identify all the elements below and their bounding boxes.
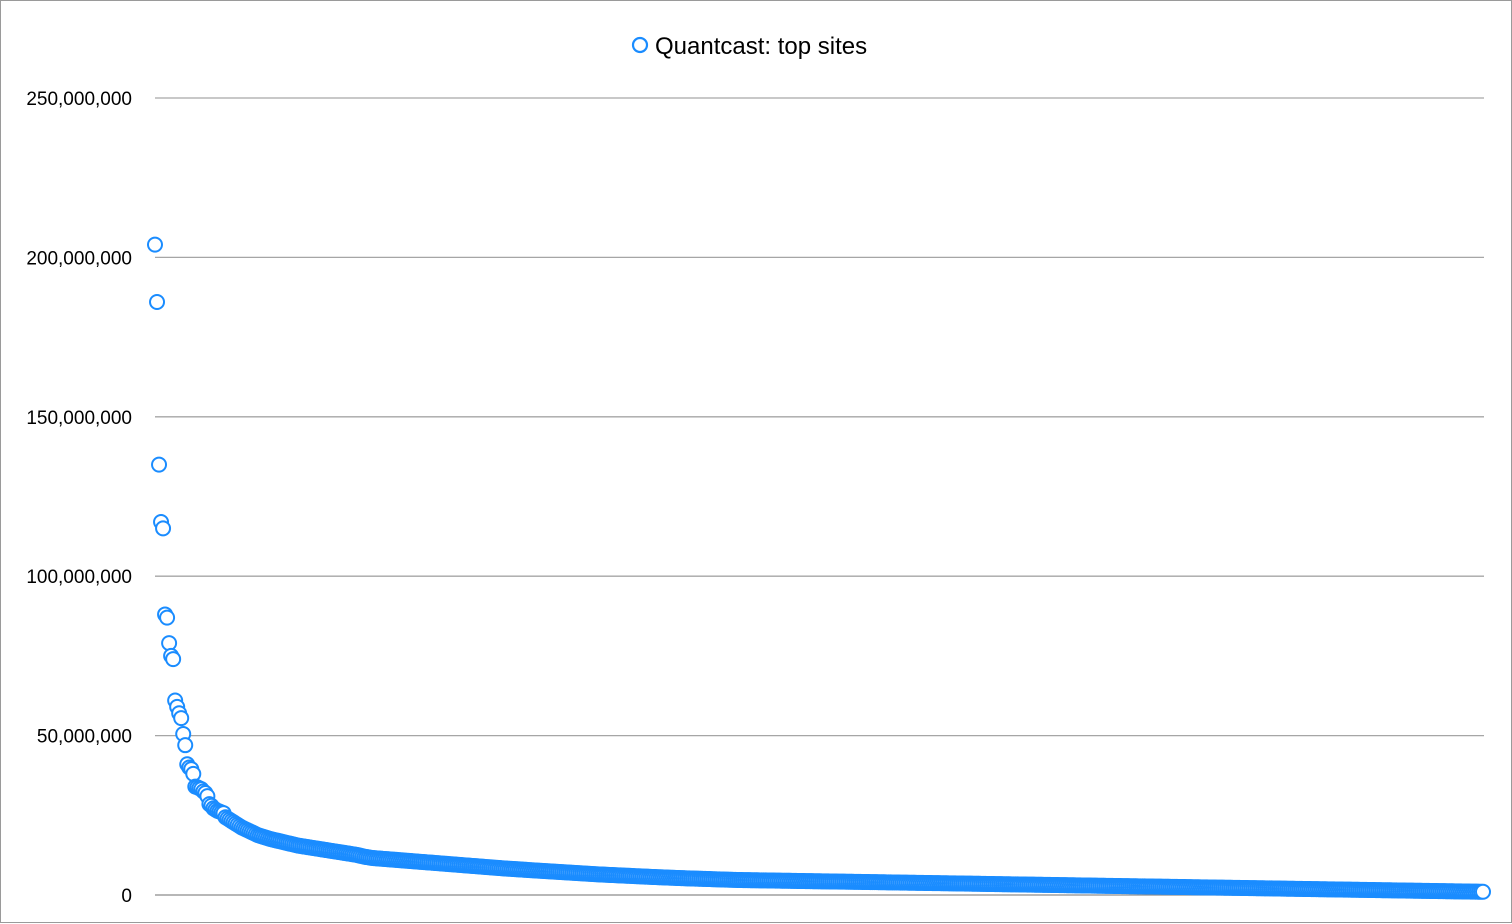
data-point [155, 520, 172, 537]
data-point [161, 635, 178, 652]
data-point [165, 651, 182, 668]
y-tick-label: 50,000,000 [37, 727, 132, 748]
data-point [159, 609, 176, 626]
legend: Quantcast: top sites [631, 33, 867, 60]
data-point [151, 456, 168, 473]
data-point [147, 236, 163, 253]
legend-marker [631, 36, 649, 54]
y-tick-label: 200,000,000 [26, 248, 132, 269]
data-point [149, 294, 166, 311]
data-points [147, 236, 1491, 900]
y-tick-label: 0 [121, 886, 132, 907]
data-point [185, 765, 202, 782]
data-point [1475, 883, 1491, 900]
data-point [177, 737, 194, 754]
data-point [173, 710, 190, 727]
y-tick-label: 100,000,000 [26, 567, 132, 588]
legend-label: Quantcast: top sites [655, 33, 867, 60]
y-tick-label: 250,000,000 [26, 89, 132, 110]
grid-lines [155, 97, 1484, 896]
y-tick-label: 150,000,000 [26, 408, 132, 429]
y-axis-tick-labels: 0 50,000,000 100,000,000 150,000,000 200,000… [26, 89, 132, 907]
